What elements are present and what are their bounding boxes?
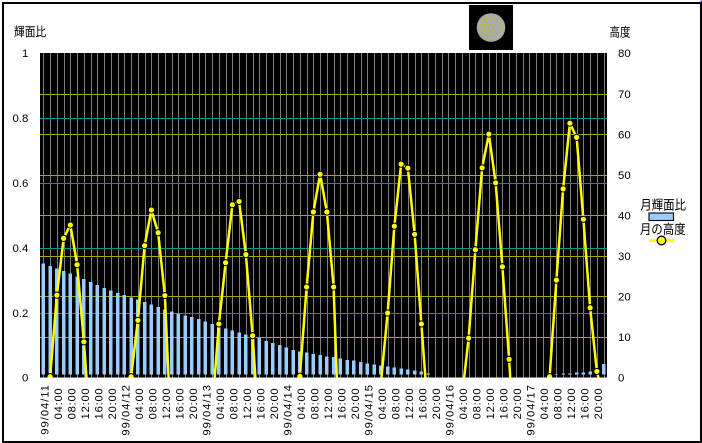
- svg-text:80: 80: [618, 48, 631, 60]
- svg-text:70: 70: [618, 89, 631, 101]
- svg-text:20:00: 20:00: [593, 388, 605, 420]
- svg-text:12:00: 12:00: [485, 388, 497, 420]
- svg-text:0.6: 0.6: [12, 178, 28, 190]
- svg-text:12:00: 12:00: [80, 388, 92, 420]
- svg-text:04:00: 04:00: [134, 388, 146, 420]
- svg-text:40: 40: [618, 210, 631, 222]
- svg-text:10: 10: [618, 332, 631, 344]
- svg-text:04:00: 04:00: [377, 388, 389, 420]
- svg-text:04:00: 04:00: [458, 388, 470, 420]
- svg-text:20:00: 20:00: [269, 388, 281, 420]
- svg-text:12:00: 12:00: [161, 388, 173, 420]
- svg-text:0.2: 0.2: [12, 308, 28, 320]
- svg-text:04:00: 04:00: [296, 388, 308, 420]
- svg-text:99/04/12: 99/04/12: [121, 384, 133, 436]
- svg-text:20:00: 20:00: [188, 388, 200, 420]
- svg-text:99/04/17: 99/04/17: [526, 384, 538, 436]
- svg-text:04:00: 04:00: [215, 388, 227, 420]
- svg-text:12:00: 12:00: [323, 388, 335, 420]
- svg-text:12:00: 12:00: [242, 388, 254, 420]
- svg-text:08:00: 08:00: [472, 388, 484, 420]
- svg-text:20: 20: [618, 292, 631, 304]
- svg-text:16:00: 16:00: [256, 388, 268, 420]
- svg-text:60: 60: [618, 129, 631, 141]
- svg-text:04:00: 04:00: [539, 388, 551, 420]
- svg-text:04:00: 04:00: [53, 388, 65, 420]
- svg-text:16:00: 16:00: [94, 388, 106, 420]
- svg-text:20:00: 20:00: [431, 388, 443, 420]
- svg-text:20:00: 20:00: [350, 388, 362, 420]
- svg-text:16:00: 16:00: [175, 388, 187, 420]
- svg-text:0.8: 0.8: [12, 113, 28, 125]
- svg-text:12:00: 12:00: [404, 388, 416, 420]
- svg-text:16:00: 16:00: [337, 388, 349, 420]
- svg-text:20:00: 20:00: [512, 388, 524, 420]
- svg-text:99/04/14: 99/04/14: [283, 384, 295, 436]
- svg-text:20:00: 20:00: [107, 388, 119, 420]
- svg-text:0: 0: [618, 373, 624, 385]
- svg-text:08:00: 08:00: [67, 388, 79, 420]
- svg-text:1: 1: [22, 48, 28, 60]
- svg-text:50: 50: [618, 170, 631, 182]
- svg-text:99/04/16: 99/04/16: [445, 384, 457, 436]
- svg-text:99/04/11: 99/04/11: [40, 384, 52, 435]
- svg-text:99/04/13: 99/04/13: [202, 384, 214, 436]
- svg-text:30: 30: [618, 251, 631, 263]
- svg-text:08:00: 08:00: [229, 388, 241, 420]
- svg-text:08:00: 08:00: [553, 388, 565, 420]
- svg-text:16:00: 16:00: [499, 388, 511, 420]
- svg-text:12:00: 12:00: [566, 388, 578, 420]
- svg-text:16:00: 16:00: [580, 388, 592, 420]
- svg-text:08:00: 08:00: [391, 388, 403, 420]
- svg-text:16:00: 16:00: [418, 388, 430, 420]
- svg-text:0: 0: [22, 373, 28, 385]
- svg-text:0.4: 0.4: [12, 243, 28, 255]
- svg-text:08:00: 08:00: [310, 388, 322, 420]
- svg-text:99/04/15: 99/04/15: [364, 384, 376, 436]
- svg-text:08:00: 08:00: [148, 388, 160, 420]
